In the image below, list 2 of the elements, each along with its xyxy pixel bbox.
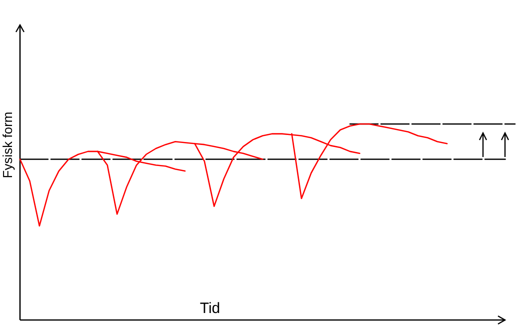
x-axis-title: Tid (200, 300, 220, 317)
y-axis-title: Fysisk form (0, 112, 15, 178)
